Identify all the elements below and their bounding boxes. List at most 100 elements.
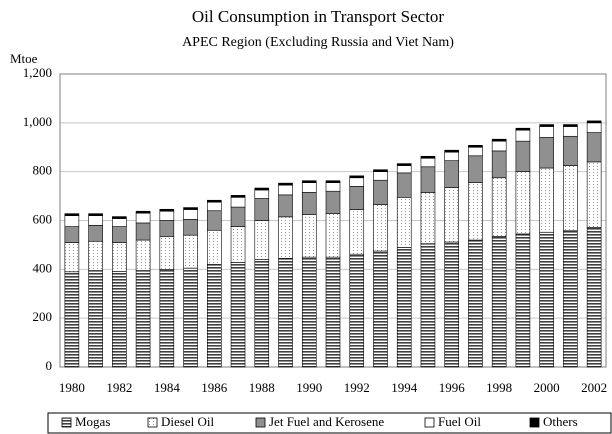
legend-label: Fuel Oil (438, 414, 481, 429)
bar-segment (563, 135, 578, 166)
y-axis-label: Mtoe (10, 51, 38, 66)
bar-segment (491, 236, 507, 368)
bar-segment (373, 250, 388, 368)
bar-segment (491, 177, 507, 237)
y-tick-label: 0 (46, 358, 53, 373)
bar-segment (420, 155, 436, 159)
bar-segment (207, 199, 222, 203)
bar-segment (88, 270, 103, 368)
bar-segment (586, 132, 602, 163)
bar-segment (444, 149, 459, 153)
bar-segment (112, 242, 127, 272)
bar-segment (539, 137, 554, 169)
bar-segment (64, 271, 80, 368)
x-tick-label: 1986 (201, 380, 228, 395)
bar-segment (278, 194, 293, 218)
bar-segment (515, 140, 531, 172)
legend-label: Jet Fuel and Kerosene (269, 414, 384, 429)
bar-segment (373, 204, 388, 252)
bar-segment (207, 201, 222, 212)
bar-segment (539, 167, 554, 233)
bar-segment (373, 169, 388, 172)
bar-segment (135, 239, 151, 271)
y-tick-label: 400 (33, 260, 53, 275)
legend-label: Mogas (75, 414, 110, 429)
bar-segment (515, 171, 531, 235)
bar-segment (301, 192, 317, 215)
x-tick-label: 1980 (59, 380, 85, 395)
bar-segment (396, 165, 412, 174)
bar-segment (420, 192, 436, 244)
bar-segment (349, 253, 365, 368)
bar-segment (278, 216, 293, 259)
bar-segment (301, 180, 317, 183)
bar-segment (396, 163, 412, 166)
bar-segment (112, 226, 127, 243)
bar-segment (325, 182, 341, 192)
bar-segment (112, 216, 127, 219)
bar-segment (420, 157, 436, 168)
legend-label: Diesel Oil (161, 414, 214, 429)
x-tick-label: 2000 (534, 380, 560, 395)
bar-segment (563, 126, 578, 137)
y-tick-label: 200 (33, 309, 53, 324)
x-tick-label: 2002 (581, 380, 607, 395)
bar-segment (444, 151, 459, 161)
bar-segment (325, 213, 341, 258)
bar-segment (230, 262, 246, 368)
bar-segment (254, 259, 270, 368)
bar-segment (515, 129, 531, 142)
bar-segment (420, 243, 436, 368)
bar-segment (349, 186, 365, 210)
bar-segment (586, 161, 602, 228)
legend-swatch (424, 417, 435, 428)
bar-segment (254, 189, 270, 199)
bar-segment (563, 230, 578, 368)
bar-segment (301, 214, 317, 258)
bar-segment (515, 233, 531, 368)
x-tick-label: 1994 (391, 380, 418, 395)
bar-segment (491, 140, 507, 152)
bar-segment (491, 150, 507, 179)
y-tick-label: 1,000 (23, 114, 52, 129)
bar-segment (539, 124, 554, 127)
bar-segment (373, 171, 388, 181)
bar-segment (586, 120, 602, 124)
bar-segment (159, 220, 175, 237)
bar-segment (135, 270, 151, 368)
bar-segment (586, 122, 602, 133)
bar-segment (349, 175, 365, 179)
bar-segment (183, 234, 198, 269)
bar-segment (420, 166, 436, 193)
bar-segment (563, 124, 578, 127)
x-tick-label: 1982 (106, 380, 132, 395)
bar-segment (468, 155, 483, 183)
y-tick-label: 600 (33, 211, 53, 226)
bar-segment (64, 213, 80, 216)
bar-segment (539, 126, 554, 138)
bar-segment (88, 225, 103, 242)
bar-segment (301, 182, 317, 193)
bar-segment (444, 187, 459, 243)
bar-segment (468, 239, 483, 368)
bar-segment (159, 236, 175, 270)
bar-segment (349, 177, 365, 187)
bar-segment (159, 269, 175, 368)
legend-swatch (529, 417, 540, 428)
x-tick-label: 1990 (296, 380, 322, 395)
bar-segment (278, 184, 293, 196)
y-tick-label: 1,200 (23, 65, 52, 80)
bar-segment (254, 198, 270, 221)
bar-segment (64, 242, 80, 273)
bar-segment (230, 226, 246, 263)
bar-segment (207, 264, 222, 368)
bar-segment (88, 215, 103, 226)
bar-segment (159, 210, 175, 221)
bar-segment (183, 207, 198, 210)
x-tick-label: 1988 (249, 380, 275, 395)
bar-segment (444, 241, 459, 368)
bar-segment (183, 209, 198, 220)
bar-segment (254, 187, 270, 191)
bar-segment (539, 231, 554, 368)
bar-segment (396, 197, 412, 248)
